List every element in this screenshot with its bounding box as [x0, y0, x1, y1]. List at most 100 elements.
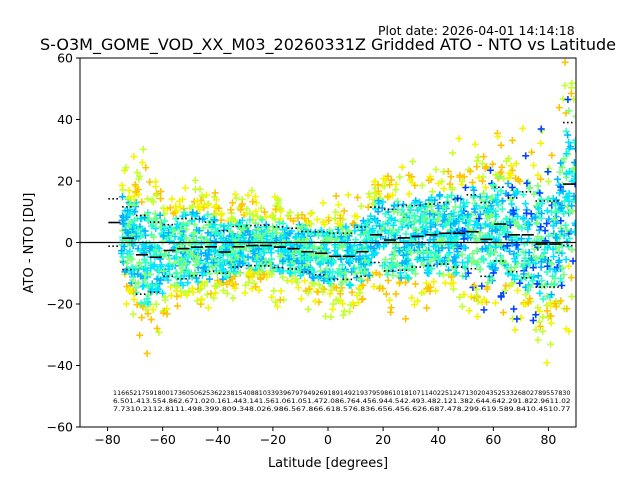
data-point	[414, 297, 422, 305]
data-point	[337, 233, 345, 241]
data-point	[257, 204, 265, 212]
data-point	[435, 204, 443, 212]
data-point	[268, 293, 276, 301]
data-point	[408, 178, 416, 186]
data-point	[271, 298, 279, 306]
data-point	[161, 210, 169, 218]
data-point	[476, 210, 484, 218]
data-point	[389, 255, 397, 263]
data-point	[136, 331, 144, 339]
data-point	[246, 209, 254, 217]
data-point	[198, 233, 206, 241]
data-point	[494, 191, 502, 199]
plot-date: Plot date: 2026-04-01 14:14:18	[378, 23, 575, 38]
data-point	[207, 290, 215, 298]
data-point	[536, 307, 544, 315]
data-point	[563, 226, 571, 234]
data-point	[534, 304, 542, 312]
data-point	[450, 285, 458, 293]
data-point	[258, 216, 266, 224]
data-point	[499, 197, 507, 205]
data-point	[339, 300, 347, 308]
data-point	[488, 227, 496, 235]
data-point	[196, 206, 204, 214]
data-point	[557, 217, 565, 225]
data-point	[388, 226, 396, 234]
data-point	[469, 178, 477, 186]
data-point	[530, 190, 538, 198]
data-point	[166, 204, 174, 212]
data-point	[444, 167, 452, 175]
data-point	[212, 238, 220, 246]
data-point	[276, 268, 284, 276]
data-point	[528, 148, 536, 156]
data-point	[458, 302, 466, 310]
data-point	[564, 131, 572, 139]
data-point	[537, 175, 545, 183]
data-point	[448, 184, 456, 192]
data-point	[252, 283, 260, 291]
data-point	[545, 178, 553, 186]
data-point	[555, 104, 563, 112]
data-point	[138, 159, 146, 167]
data-point	[398, 206, 406, 214]
data-point	[156, 280, 164, 288]
data-point	[461, 183, 469, 191]
data-point	[204, 304, 212, 312]
data-point	[465, 254, 473, 262]
data-point	[246, 216, 254, 224]
data-point	[197, 240, 205, 248]
data-point	[501, 286, 509, 294]
data-point	[469, 250, 477, 258]
data-point	[143, 349, 151, 357]
data-point	[157, 261, 165, 269]
data-point	[119, 193, 127, 201]
data-point	[294, 284, 302, 292]
data-point	[307, 220, 315, 228]
data-point	[331, 247, 339, 255]
data-point	[547, 340, 555, 348]
data-point	[261, 208, 269, 216]
data-point	[138, 198, 146, 206]
data-point	[354, 193, 362, 201]
data-point	[562, 221, 570, 229]
data-point	[562, 255, 570, 263]
data-point	[253, 212, 261, 220]
data-point	[475, 174, 483, 182]
data-point	[402, 230, 410, 238]
data-point	[497, 187, 505, 195]
data-point	[545, 164, 553, 172]
data-point	[532, 326, 540, 334]
data-point	[306, 284, 314, 292]
data-point	[473, 246, 481, 254]
data-point	[252, 199, 260, 207]
data-point	[231, 284, 239, 292]
data-point	[562, 127, 570, 135]
data-point	[184, 279, 192, 287]
data-point	[519, 215, 527, 223]
data-point	[142, 164, 150, 172]
data-point	[241, 289, 249, 297]
data-point	[529, 277, 537, 285]
data-point	[252, 207, 260, 215]
data-point	[131, 181, 139, 189]
data-point	[435, 247, 443, 255]
data-point	[134, 185, 142, 193]
data-point	[340, 307, 348, 315]
data-point	[568, 246, 576, 254]
data-point	[519, 191, 527, 199]
data-point	[337, 280, 345, 288]
data-point	[539, 295, 547, 303]
data-point	[203, 255, 211, 263]
data-point	[452, 261, 460, 269]
data-point	[458, 180, 466, 188]
data-point	[133, 168, 141, 176]
chart-title: S-O3M_GOME_VOD_XX_M03_20260331Z Gridded …	[40, 35, 616, 55]
data-point	[348, 268, 356, 276]
data-point	[404, 240, 412, 248]
data-point	[156, 211, 164, 219]
data-point	[466, 217, 474, 225]
data-point	[360, 260, 368, 268]
data-point	[549, 245, 557, 253]
data-point	[402, 315, 410, 323]
